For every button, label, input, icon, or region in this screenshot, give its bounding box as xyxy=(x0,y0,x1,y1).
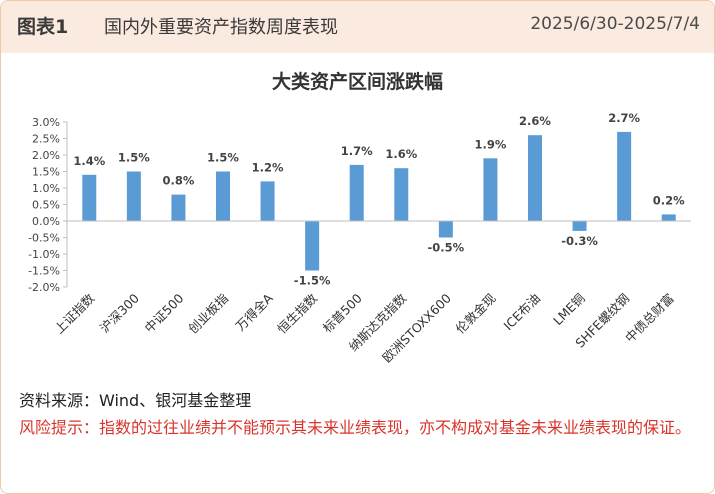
data-label: 0.2% xyxy=(653,193,685,207)
bar-chart: 3.0% 2.5% 2.0% 1.5% 1.0% 0.5% 0.0% -0.5% -1.0% -1… xyxy=(28,111,691,365)
data-label: 1.7% xyxy=(341,144,373,158)
figure-label: 图表1 xyxy=(17,16,69,38)
bar xyxy=(572,221,587,231)
y-tick-label: 1.0% xyxy=(32,182,60,195)
y-tick-label: 3.0% xyxy=(32,116,60,129)
bar xyxy=(661,214,676,221)
data-label: 2.6% xyxy=(519,114,551,128)
category-label: LME铜 xyxy=(550,291,588,329)
bar xyxy=(126,171,141,221)
bar xyxy=(394,168,409,221)
category-label: 标普500 xyxy=(320,290,365,335)
bar xyxy=(349,164,364,221)
category-label: 沪深300 xyxy=(97,290,142,335)
data-label: -0.5% xyxy=(428,241,465,255)
y-tick-label: -0.5% xyxy=(28,232,60,245)
y-tick-label: 2.5% xyxy=(32,133,60,146)
y-tick-label: -1.5% xyxy=(28,265,60,278)
category-label: 伦敦金现 xyxy=(453,291,499,337)
chart-title: 大类资产区间涨跌幅 xyxy=(271,71,443,93)
date-range: 2025/6/30-2025/7/4 xyxy=(530,14,700,34)
category-label: 上证指数 xyxy=(51,290,97,336)
bar xyxy=(216,171,230,221)
y-tick-label: 2.0% xyxy=(32,149,60,162)
data-label: 1.5% xyxy=(118,151,150,165)
data-label: 0.8% xyxy=(162,174,194,188)
y-tick-label: -1.0% xyxy=(28,248,60,261)
category-label: 中债总财富 xyxy=(622,291,677,346)
y-tick-label: -2.0% xyxy=(28,281,60,294)
bar xyxy=(82,174,97,221)
y-tick-label: 0.0% xyxy=(32,215,60,228)
y-tick-label: 0.5% xyxy=(32,199,60,212)
y-tick-label: 1.5% xyxy=(32,166,60,179)
bar xyxy=(528,135,542,221)
data-label: 1.5% xyxy=(207,151,239,165)
bar xyxy=(305,221,320,271)
risk-disclaimer: 风险提示：指数的过往业绩并不能预示其未来业绩表现，亦不构成对基金未来业绩表现的保… xyxy=(19,418,692,437)
data-label: -0.3% xyxy=(561,234,598,248)
figure-header: 图表1 国内外重要资产指数周度表现 2025/6/30-2025/7/4 xyxy=(1,1,714,53)
data-label: -1.5% xyxy=(294,274,331,288)
data-label: 1.2% xyxy=(252,160,284,174)
data-label: 2.7% xyxy=(608,111,640,125)
data-label: 1.6% xyxy=(385,147,417,161)
bar xyxy=(438,221,453,238)
bar xyxy=(171,194,186,221)
category-label: ICE布油 xyxy=(500,291,543,334)
source-note: 资料来源：Wind、银河基金整理 xyxy=(19,391,252,410)
bar xyxy=(483,158,498,221)
figure-title: 国内外重要资产指数周度表现 xyxy=(104,17,338,38)
category-label: 恒生指数 xyxy=(274,290,320,336)
bar xyxy=(617,131,632,221)
category-label: 创业板指 xyxy=(185,291,231,337)
data-label: 1.9% xyxy=(474,137,506,151)
data-label: 1.4% xyxy=(73,154,105,168)
category-label: 万得全A xyxy=(233,290,276,333)
bar xyxy=(260,181,275,221)
category-label: 中证500 xyxy=(141,290,186,335)
